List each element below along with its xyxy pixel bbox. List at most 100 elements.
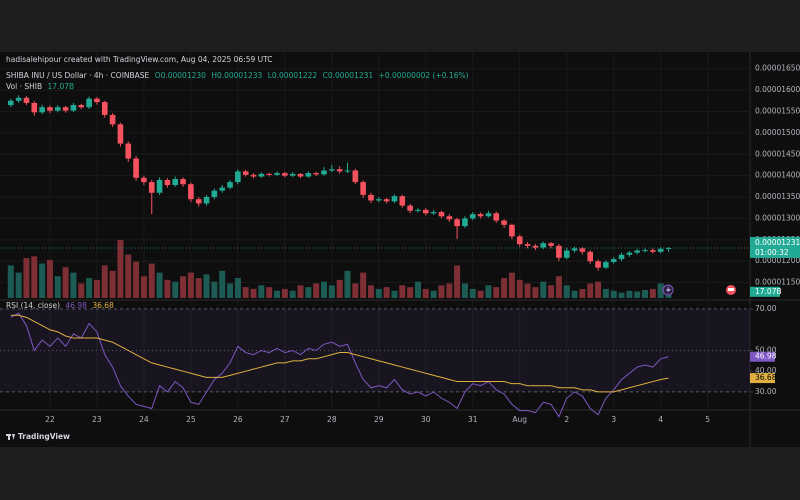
- volume-bar: [399, 285, 406, 298]
- volume-bar: [571, 290, 578, 298]
- candle-body: [329, 169, 335, 171]
- candle-body: [133, 158, 139, 178]
- candle-body: [407, 205, 413, 211]
- candle-body: [610, 259, 617, 263]
- candle-body: [556, 245, 562, 258]
- candle-body: [203, 197, 210, 204]
- candle-body: [642, 250, 648, 252]
- volume-value: 17.07B: [48, 82, 75, 91]
- y-tick-label: 50.00: [755, 345, 777, 354]
- volume-bar: [532, 287, 539, 298]
- candle-body: [148, 182, 155, 193]
- volume-bar: [469, 288, 476, 298]
- y-tick-label: 70.00: [755, 304, 777, 313]
- volume-bar: [524, 283, 531, 298]
- volume-bar: [587, 283, 594, 298]
- volume-bar: [133, 261, 140, 298]
- y-tick-label: 30.00: [755, 387, 777, 396]
- candle-body: [509, 224, 515, 237]
- candle-body: [469, 214, 476, 219]
- volume-bar: [407, 287, 414, 298]
- volume-bar: [125, 254, 132, 298]
- candle-body: [454, 219, 460, 227]
- event-icon[interactable]: [726, 285, 736, 295]
- rsi-tag-box: [750, 351, 775, 362]
- candle-body: [516, 236, 523, 245]
- volume-bar: [375, 288, 382, 298]
- candle-body: [383, 199, 390, 202]
- candle-body: [8, 100, 14, 106]
- candle-body: [665, 247, 672, 249]
- candle-body: [391, 196, 398, 202]
- alert-icon[interactable]: [662, 284, 674, 296]
- volume-bar: [430, 290, 437, 298]
- volume-bar: [360, 272, 367, 298]
- rsi-title: RSI (14, close): [6, 301, 60, 310]
- x-tick-label: 31: [468, 415, 478, 424]
- volume-bar: [336, 279, 343, 298]
- brand-logo: [6, 434, 15, 440]
- volume-bar: [626, 290, 633, 298]
- volume-bar: [227, 283, 234, 298]
- volume-bar: [172, 281, 179, 298]
- legend: SHIBA INU / US Dollar · 4h · COINBASE O0…: [6, 71, 469, 80]
- logo-triangle: [12, 434, 15, 440]
- volume-bar: [313, 283, 320, 298]
- chart-panel: [0, 52, 800, 447]
- volume-bar: [234, 278, 241, 298]
- volume-bar: [297, 285, 304, 298]
- rsi-tag: 46.98: [755, 352, 777, 361]
- y-tick-label: 0.00001500: [755, 128, 800, 137]
- volume-bar: [321, 281, 327, 298]
- candle-body: [493, 213, 500, 221]
- volume-bar: [148, 263, 155, 298]
- rsi-tag: 36.68: [755, 373, 777, 382]
- rsi-value: 46.98: [65, 301, 87, 310]
- candle-body: [376, 199, 382, 201]
- volume-bar: [54, 276, 61, 298]
- price-tag-box: [750, 236, 800, 258]
- candle-body: [54, 107, 61, 111]
- volume-bar: [657, 283, 664, 298]
- volume-bar: [602, 288, 609, 298]
- volume-bar: [508, 272, 515, 298]
- volume-bar: [211, 281, 218, 298]
- volume-bar: [446, 283, 453, 298]
- symbol: SHIBA INU / US Dollar · 4h · COINBASE: [6, 71, 150, 80]
- volume-bar: [15, 272, 22, 298]
- volume-bar: [610, 290, 617, 298]
- volume-bar: [78, 283, 85, 298]
- volume-bar: [31, 256, 38, 298]
- candle-body: [626, 252, 633, 255]
- candle-body: [587, 251, 594, 262]
- candle-body: [101, 102, 108, 115]
- volume-bar: [242, 287, 249, 298]
- volume-bar: [516, 279, 523, 298]
- credit: hadisalehipour created with TradingView.…: [6, 55, 273, 64]
- volume-bar: [352, 283, 359, 298]
- x-tick-label: 3: [611, 415, 616, 424]
- candle-body: [195, 199, 202, 204]
- x-tick-label: 30: [421, 415, 431, 424]
- volume-bar: [595, 281, 602, 298]
- volume-bar: [46, 259, 53, 298]
- rsi-line: [10, 312, 669, 418]
- candle-body: [438, 212, 445, 217]
- y-tick-label: 0.00001300: [755, 213, 800, 222]
- volume-tag: 17.07B: [755, 287, 782, 296]
- candle-body: [188, 184, 194, 200]
- price-tag: 0.00001231: [755, 238, 800, 247]
- countdown: 01:00:32: [755, 248, 789, 257]
- volume-legend: Vol · SHIB 17.07B: [6, 82, 74, 91]
- candle-body: [579, 248, 586, 252]
- volume-bar: [548, 285, 555, 298]
- candle-body: [618, 254, 625, 260]
- candle-body: [595, 261, 601, 268]
- volume-bar: [414, 281, 421, 298]
- volume-bar: [117, 240, 124, 298]
- rsi-tag-box: [750, 373, 775, 384]
- candle-body: [603, 262, 609, 268]
- high-value: H0.00001233: [211, 71, 262, 80]
- volume-bar: [540, 281, 547, 298]
- candle-body: [125, 143, 132, 159]
